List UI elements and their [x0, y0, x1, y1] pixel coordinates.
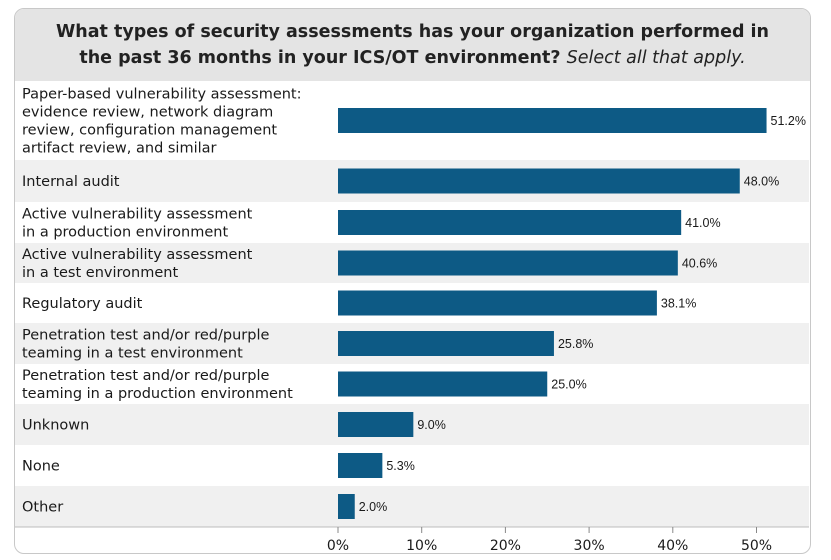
x-tick-label: 20%: [490, 538, 521, 554]
x-tick-label: 40%: [657, 538, 688, 554]
bar: [338, 494, 355, 519]
value-label: 2.0%: [359, 500, 388, 514]
category-label: Active vulnerability assessment in a test…: [22, 247, 253, 281]
chart-title-sub: Select all that apply.: [566, 48, 746, 68]
chart-title: What types of security assessments has y…: [15, 19, 810, 71]
bar: [338, 290, 657, 316]
value-label: 40.6%: [682, 257, 717, 271]
bar: [338, 412, 414, 437]
category-label: Internal audit: [22, 174, 120, 190]
row-stripe: [15, 486, 809, 527]
category-label: Unknown: [22, 418, 89, 434]
category-label: Paper-based vulnerability assessment: evi…: [22, 87, 302, 157]
bar: [338, 371, 548, 397]
category-label: Active vulnerability assessment in a prod…: [22, 207, 253, 241]
bar: [338, 453, 383, 478]
bar: [338, 168, 740, 194]
bar: [338, 210, 682, 235]
bar: [338, 108, 767, 133]
category-label: None: [22, 459, 60, 475]
x-tick-label: 50%: [741, 538, 772, 554]
chart-title-box: What types of security assessments has y…: [15, 9, 810, 81]
x-tick-label: 0%: [327, 538, 349, 554]
chart-title-main: What types of security assessments has y…: [55, 22, 770, 68]
bar: [338, 331, 554, 356]
x-tick-label: 10%: [406, 538, 437, 554]
value-label: 38.1%: [661, 297, 696, 311]
value-label: 41.0%: [685, 216, 720, 230]
category-label: Other: [22, 500, 63, 516]
value-label: 25.0%: [551, 378, 586, 392]
category-label: Penetration test and/or red/purple teamin…: [22, 368, 293, 402]
value-label: 9.0%: [417, 418, 446, 432]
x-tick-label: 30%: [574, 538, 605, 554]
value-label: 5.3%: [386, 459, 415, 473]
value-label: 51.2%: [771, 114, 806, 128]
category-label: Penetration test and/or red/purple teamin…: [22, 328, 269, 362]
bar: [338, 250, 678, 276]
value-label: 25.8%: [558, 337, 593, 351]
value-label: 48.0%: [744, 175, 779, 189]
category-label: Regulatory audit: [22, 296, 143, 312]
